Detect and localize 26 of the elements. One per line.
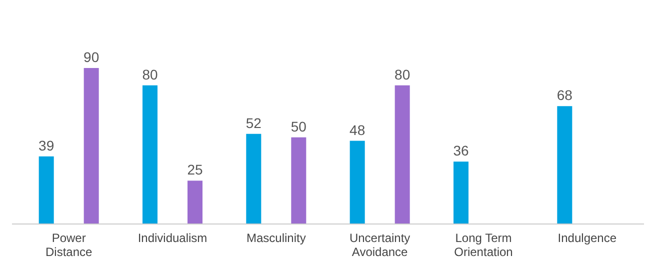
data-label: 68: [556, 87, 573, 104]
bar: [350, 140, 365, 224]
data-label: 39: [38, 137, 54, 154]
bar: [291, 137, 306, 224]
bar: [246, 134, 262, 224]
data-label: 90: [84, 49, 100, 65]
data-label: 48: [350, 122, 366, 138]
data-label: 36: [453, 142, 469, 159]
x-tick-label: Individualism: [138, 231, 208, 245]
x-tick-label: Long Term Orientation: [454, 231, 513, 259]
data-label: 80: [142, 66, 158, 82]
bar: [142, 85, 158, 224]
x-tick-label: Indulgence: [558, 231, 617, 245]
bar: [188, 180, 202, 224]
data-label: 52: [246, 114, 262, 131]
bar: [557, 106, 572, 224]
bar: [84, 68, 99, 224]
x-tick-label: Power Distance: [45, 231, 93, 259]
data-label: 50: [290, 118, 307, 134]
bar: [38, 156, 54, 224]
bar: [394, 85, 410, 224]
x-tick-label: Masculinity: [246, 231, 306, 245]
bar: [454, 162, 468, 224]
x-tick-label: Uncertainty Avoidance: [349, 231, 410, 259]
data-label: 80: [394, 66, 410, 82]
data-label: 25: [187, 162, 203, 178]
